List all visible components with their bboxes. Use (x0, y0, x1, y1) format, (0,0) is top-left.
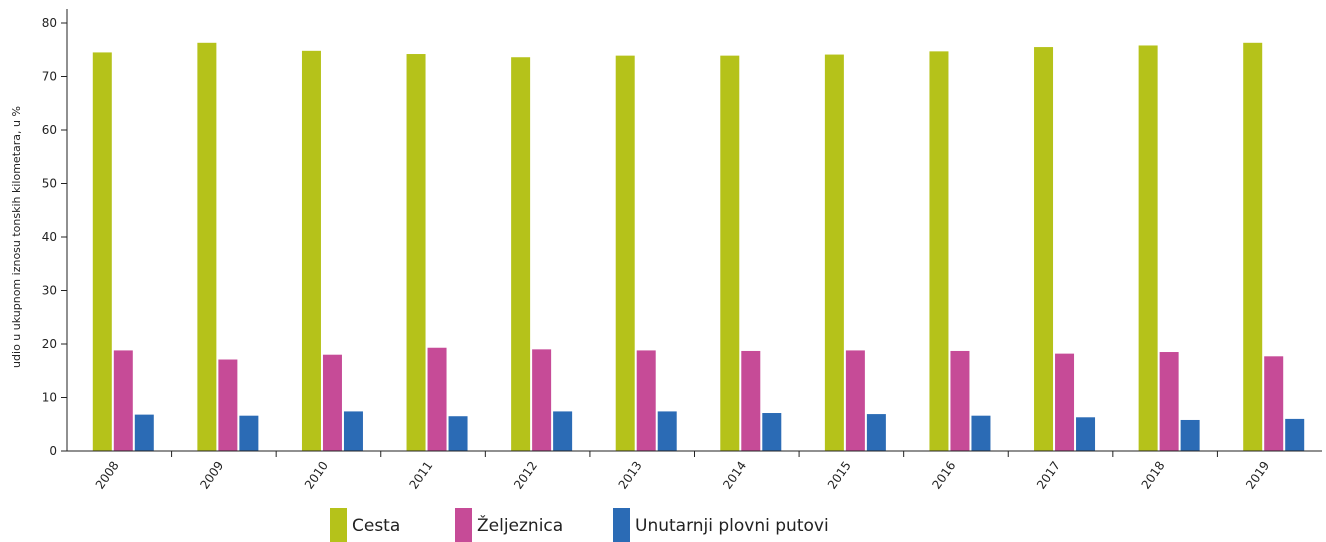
bar--eljeznica-2009 (218, 359, 238, 451)
bar-unutarnji-plovni-putovi-2011 (448, 416, 468, 451)
bar--eljeznica-2017 (1055, 353, 1075, 451)
bar-cesta-2015 (824, 54, 844, 451)
x-tick-label-2018: 2018 (1139, 459, 1168, 492)
legend: Cesta Željeznica Unutarnji plovni putovi (330, 508, 829, 542)
y-axis-title: udio u ukupnom iznosu tonskih kilometara… (10, 106, 23, 368)
y-tick-label: 80 (42, 16, 57, 30)
y-tick-label: 20 (42, 337, 57, 351)
bar-unutarnji-plovni-putovi-2014 (762, 413, 782, 451)
x-tick-label-2008: 2008 (93, 459, 122, 492)
bar-unutarnji-plovni-putovi-2018 (1180, 419, 1200, 451)
y-tick-label: 70 (42, 70, 57, 84)
legend-swatch-2 (613, 508, 630, 542)
x-tick-label-2010: 2010 (302, 459, 331, 492)
legend-label-1: Željeznica (477, 514, 563, 536)
legend-label-0: Cesta (352, 516, 400, 536)
bar-unutarnji-plovni-putovi-2008 (134, 414, 154, 451)
y-tick-label: 50 (42, 177, 57, 191)
y-tick-label: 60 (42, 123, 57, 137)
bar-cesta-2010 (301, 50, 321, 451)
bar-cesta-2017 (1034, 47, 1054, 451)
plot-area: 0 10 20 30 40 50 60 70 80 2008 2009 2010 2011 2012 201… (42, 16, 1305, 492)
bar-unutarnji-plovni-putovi-2012 (553, 411, 573, 451)
bar-cesta-2014 (720, 55, 740, 451)
bar-cesta-2016 (929, 51, 949, 451)
bar--eljeznica-2012 (532, 349, 552, 451)
bar-cesta-2011 (406, 54, 426, 451)
bar-unutarnji-plovni-putovi-2010 (343, 411, 363, 451)
bar-unutarnji-plovni-putovi-2013 (657, 411, 677, 451)
y-tick-label: 0 (49, 444, 57, 458)
x-tick-label-2016: 2016 (929, 459, 958, 492)
bar-cesta-2013 (615, 55, 635, 451)
legend-label-2: Unutarnji plovni putovi (635, 516, 829, 536)
bar--eljeznica-2013 (636, 350, 656, 451)
x-tick-label-2011: 2011 (407, 459, 436, 492)
x-tick-label-2014: 2014 (720, 459, 749, 492)
legend-swatch-1 (455, 508, 472, 542)
bar--eljeznica-2011 (427, 347, 447, 451)
bar-cesta-2008 (92, 52, 112, 452)
bar-unutarnji-plovni-putovi-2015 (866, 414, 886, 451)
bar--eljeznica-2008 (113, 350, 133, 451)
axes: udio u ukupnom iznosu tonskih kilometara… (10, 9, 1322, 452)
bar--eljeznica-2016 (950, 350, 970, 451)
bar-unutarnji-plovni-putovi-2019 (1285, 418, 1305, 451)
x-tick-label-2017: 2017 (1034, 459, 1063, 492)
bar--eljeznica-2014 (741, 350, 761, 451)
bar-cesta-2019 (1243, 42, 1263, 452)
bar--eljeznica-2019 (1264, 356, 1284, 451)
bar-unutarnji-plovni-putovi-2009 (239, 415, 259, 451)
x-tick-label-2015: 2015 (825, 459, 854, 492)
bar-cesta-2018 (1138, 45, 1158, 451)
bar-unutarnji-plovni-putovi-2016 (971, 415, 991, 451)
x-tick-label-2019: 2019 (1243, 459, 1272, 492)
legend-swatch-0 (330, 508, 347, 542)
y-tick-label: 30 (42, 284, 57, 298)
bar--eljeznica-2015 (845, 350, 865, 451)
x-tick-label-2013: 2013 (616, 459, 645, 492)
bar-unutarnji-plovni-putovi-2017 (1076, 417, 1096, 451)
bar--eljeznica-2018 (1159, 352, 1179, 451)
bar-cesta-2009 (197, 42, 217, 452)
x-tick-label-2012: 2012 (511, 459, 540, 492)
y-tick-label: 40 (42, 230, 57, 244)
bar--eljeznica-2010 (322, 354, 342, 451)
x-tick-label-2009: 2009 (197, 459, 226, 492)
y-tick-label: 10 (42, 391, 57, 405)
bar-cesta-2012 (511, 57, 531, 452)
